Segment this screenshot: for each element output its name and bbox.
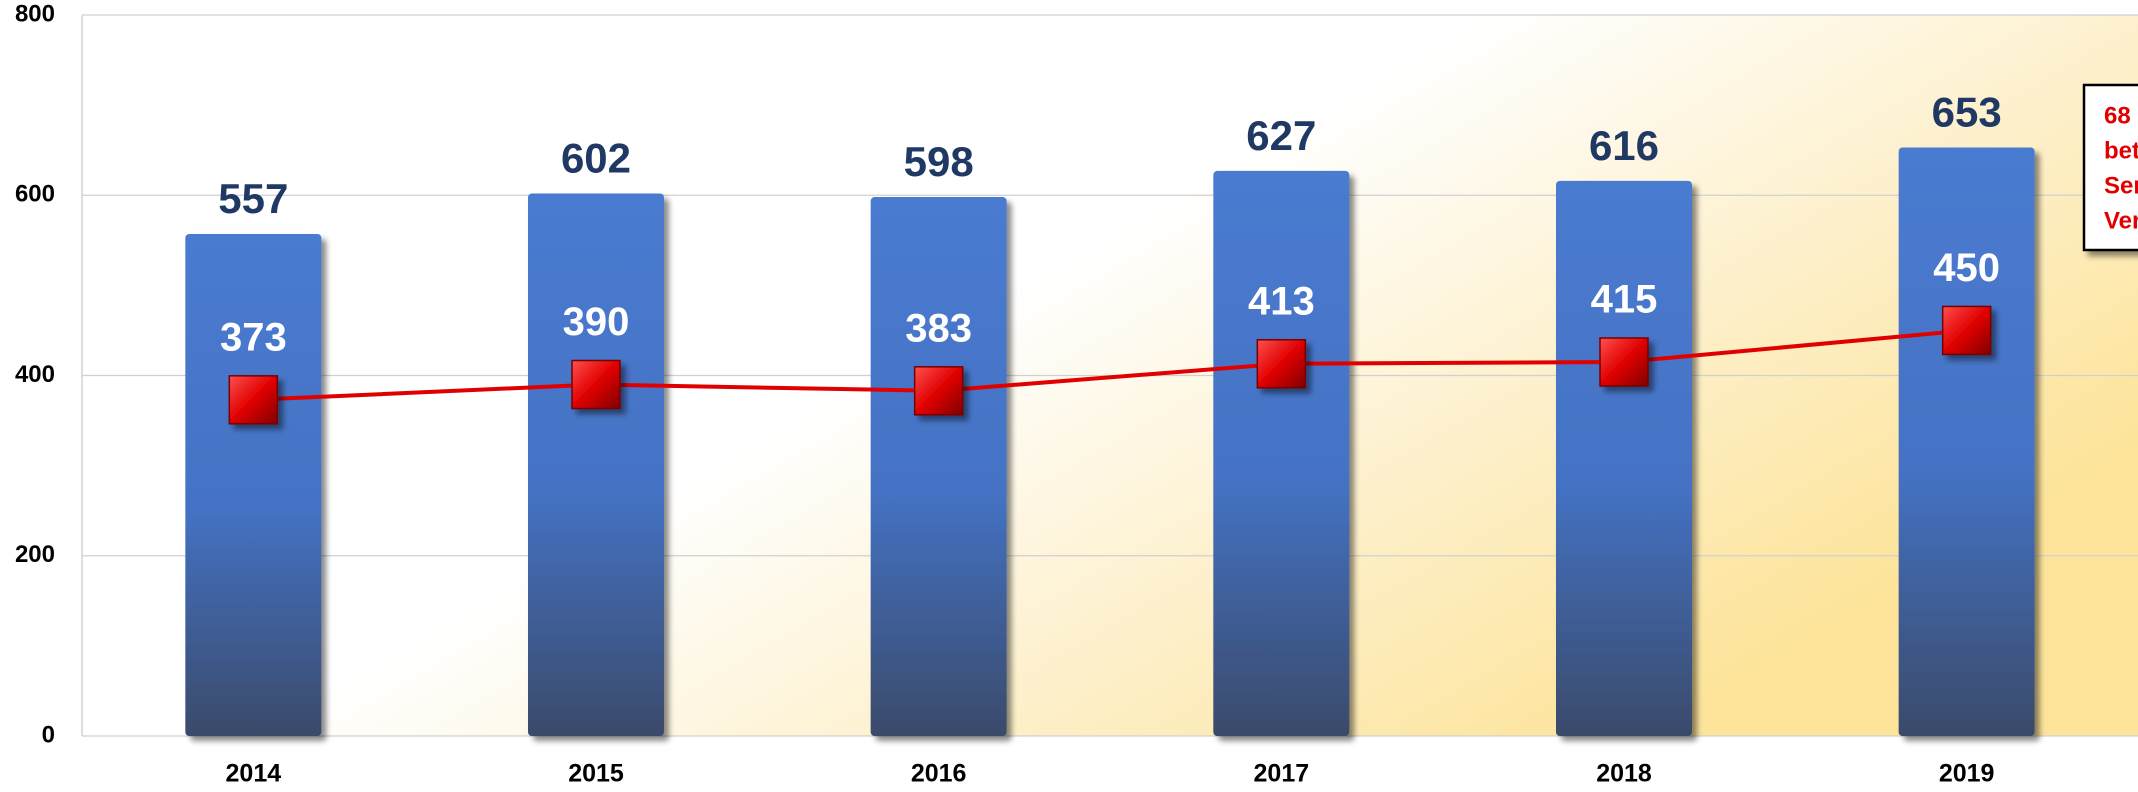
annotation-text: bet	[2104, 137, 2138, 164]
bar-value-label: 653	[1932, 89, 2002, 136]
line-marker	[571, 359, 621, 410]
line-value-label: 450	[1933, 246, 2000, 290]
line-value-label: 390	[563, 300, 630, 344]
annotation-text: Ser	[2104, 172, 2138, 199]
bar	[528, 193, 664, 736]
y-tick-label: 400	[15, 361, 55, 388]
line-marker	[1941, 305, 1992, 356]
bar	[1556, 180, 1692, 736]
x-tick-label: 2014	[226, 760, 282, 788]
y-tick-label: 600	[15, 181, 55, 208]
line	[253, 328, 1967, 402]
line-value-label: 413	[1248, 279, 1315, 323]
x-tick-label: 2018	[1596, 760, 1652, 788]
line-marker	[913, 366, 964, 416]
y-tick-label: 0	[42, 721, 55, 748]
bar	[185, 234, 322, 736]
bar	[1213, 170, 1350, 736]
bar-value-label: 627	[1246, 112, 1316, 159]
bar-value-label: 616	[1589, 122, 1659, 169]
x-tick-label: 2019	[1939, 760, 1995, 788]
annotation-box	[2082, 83, 2138, 252]
annotation-text: Ver	[2104, 207, 2138, 234]
line-marker	[1599, 337, 1649, 387]
bar-value-label: 598	[904, 138, 974, 185]
bar	[870, 197, 1007, 737]
line-value-label: 373	[220, 315, 287, 359]
line-marker	[1256, 339, 1307, 389]
x-tick-label: 2017	[1254, 760, 1310, 788]
y-tick-label: 200	[15, 541, 55, 568]
x-tick-label: 2015	[568, 760, 624, 788]
line-value-label: 415	[1591, 278, 1658, 322]
bar-value-label: 557	[218, 175, 288, 222]
bar-value-label: 602	[561, 135, 631, 182]
line-marker	[228, 375, 279, 425]
y-tick-label: 800	[15, 0, 55, 27]
annotation-text: 68	[2104, 102, 2131, 129]
bar	[1898, 147, 2035, 736]
x-tick-label: 2016	[911, 760, 967, 788]
line-value-label: 383	[905, 306, 972, 350]
